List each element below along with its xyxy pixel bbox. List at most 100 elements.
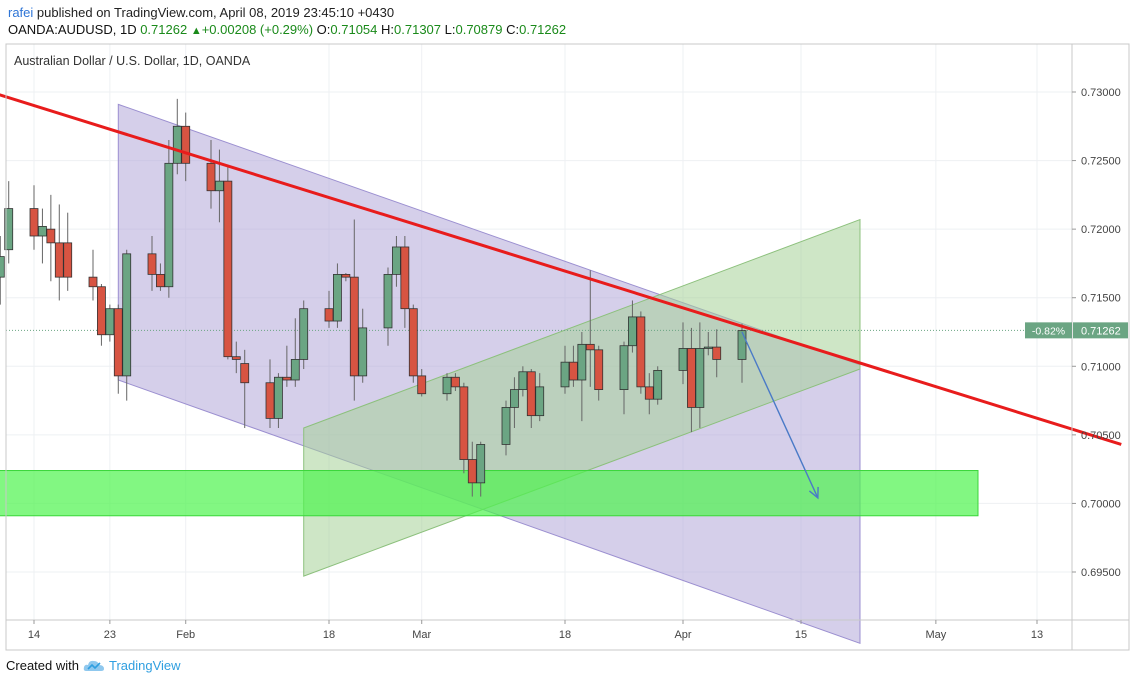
candle-up bbox=[442, 376, 452, 395]
candle-down bbox=[594, 349, 604, 391]
created-with-label: Created with bbox=[6, 658, 79, 673]
candle-down bbox=[231, 356, 241, 360]
tradingview-logo-icon bbox=[83, 660, 104, 671]
candle-down bbox=[408, 308, 418, 377]
candle-up bbox=[577, 343, 587, 381]
candle-up bbox=[172, 125, 182, 164]
candle-up bbox=[299, 308, 309, 360]
y-tick-label: 0.69500 bbox=[1081, 567, 1121, 579]
x-tick-label: Mar bbox=[412, 629, 431, 641]
candle-down bbox=[526, 371, 536, 417]
chart-title: Australian Dollar / U.S. Dollar, 1D, OAN… bbox=[14, 54, 251, 68]
candle-up bbox=[678, 348, 688, 371]
candle-up bbox=[0, 256, 5, 278]
open-value: 0.71054 bbox=[330, 22, 378, 37]
open-label: O: bbox=[316, 22, 331, 37]
candle-down bbox=[459, 386, 469, 460]
footer: Created with TradingView bbox=[6, 658, 181, 673]
candle-up bbox=[628, 316, 637, 347]
candle-down bbox=[400, 246, 410, 310]
candles bbox=[0, 98, 747, 497]
change-badge-label: -0.82% bbox=[1032, 325, 1065, 337]
change-badge bbox=[1025, 322, 1072, 339]
y-tick-label: 0.71000 bbox=[1081, 361, 1121, 373]
candle-up bbox=[501, 407, 511, 445]
candle-up bbox=[164, 162, 174, 288]
chart-header: rafei published on TradingView.com, Apri… bbox=[8, 4, 566, 40]
last-price-badge-label: 0.71262 bbox=[1081, 325, 1121, 337]
candle-down bbox=[181, 125, 191, 164]
price-axis[interactable]: 0.73000 0.72500 0.72000 0.71500 0.71000 0.705… bbox=[1025, 87, 1128, 579]
candle-down bbox=[46, 228, 56, 244]
candle-down bbox=[687, 348, 696, 408]
candle-down bbox=[585, 343, 595, 351]
high-value: 0.71307 bbox=[394, 22, 442, 37]
candle-up bbox=[122, 253, 132, 377]
candle-down bbox=[206, 162, 216, 192]
up-arrow-icon: ▲ bbox=[190, 25, 202, 37]
publish-line: rafei published on TradingView.com, Apri… bbox=[8, 4, 566, 21]
candle-up bbox=[653, 369, 663, 400]
projection-arrow bbox=[741, 331, 819, 499]
candle-up bbox=[274, 376, 283, 419]
y-tick-label: 0.72500 bbox=[1081, 156, 1121, 168]
x-tick-label: 15 bbox=[795, 629, 807, 641]
candle-up bbox=[38, 225, 47, 237]
candle-up bbox=[737, 330, 747, 360]
close-value: 0.71262 bbox=[519, 22, 567, 37]
x-tick-label: Apr bbox=[674, 629, 691, 641]
candle-up bbox=[695, 348, 705, 408]
candle-down bbox=[644, 386, 654, 400]
candle-down bbox=[636, 316, 646, 388]
candle-up bbox=[518, 371, 528, 390]
candle-up bbox=[215, 180, 224, 192]
y-tick-label: 0.70000 bbox=[1081, 498, 1121, 510]
tradingview-brand[interactable]: TradingView bbox=[108, 658, 181, 673]
x-tick-label: 18 bbox=[559, 629, 571, 641]
last-price: 0.71262 bbox=[140, 22, 188, 37]
candle-down bbox=[63, 242, 73, 278]
y-tick-label: 0.72000 bbox=[1081, 224, 1121, 236]
candle-down bbox=[113, 308, 123, 377]
resistance-trendline bbox=[0, 93, 1122, 446]
support-zone bbox=[0, 470, 979, 517]
candle-down bbox=[417, 375, 427, 395]
x-tick-label: 14 bbox=[28, 629, 40, 641]
y-tick-label: 0.71500 bbox=[1081, 293, 1121, 305]
publish-info: published on TradingView.com, April 08, … bbox=[36, 5, 395, 20]
outer-border bbox=[5, 43, 1130, 651]
candle-up bbox=[619, 345, 629, 391]
low-value: 0.70879 bbox=[455, 22, 503, 37]
low-label: L: bbox=[444, 22, 456, 37]
symbol-label: OANDA:AUDUSD, 1D bbox=[8, 22, 137, 37]
x-tick-label: 18 bbox=[323, 629, 335, 641]
x-tick-label: May bbox=[925, 629, 946, 641]
x-tick-label: Feb bbox=[176, 629, 195, 641]
candle-up bbox=[476, 444, 486, 484]
high-label: H: bbox=[381, 22, 395, 37]
candle-up bbox=[290, 359, 300, 381]
candle-down bbox=[97, 286, 106, 336]
chart-frame bbox=[5, 43, 1130, 651]
candle-up bbox=[383, 273, 393, 329]
candle-down bbox=[349, 276, 359, 377]
candle-down bbox=[265, 382, 275, 419]
candle-down bbox=[712, 346, 722, 360]
ohlc-line: OANDA:AUDUSD, 1D 0.71262 ▲+0.00208 (+0.2… bbox=[8, 21, 566, 40]
candle-down bbox=[282, 376, 292, 381]
candle-up bbox=[4, 208, 14, 251]
candle-up bbox=[105, 308, 115, 336]
candle-down bbox=[147, 253, 157, 275]
candle-up bbox=[510, 389, 519, 408]
author-name[interactable]: rafei bbox=[8, 5, 34, 20]
candle-up bbox=[560, 361, 570, 388]
time-axis[interactable]: 14 23 Feb 18 Mar 18 Apr 15 May 13 bbox=[28, 620, 1043, 641]
candle-down bbox=[324, 308, 334, 322]
candle-down bbox=[467, 459, 477, 484]
y-tick-label: 0.70500 bbox=[1081, 430, 1121, 442]
arrow-head bbox=[808, 486, 819, 500]
candle-down bbox=[223, 180, 233, 358]
candle-up bbox=[703, 346, 713, 349]
